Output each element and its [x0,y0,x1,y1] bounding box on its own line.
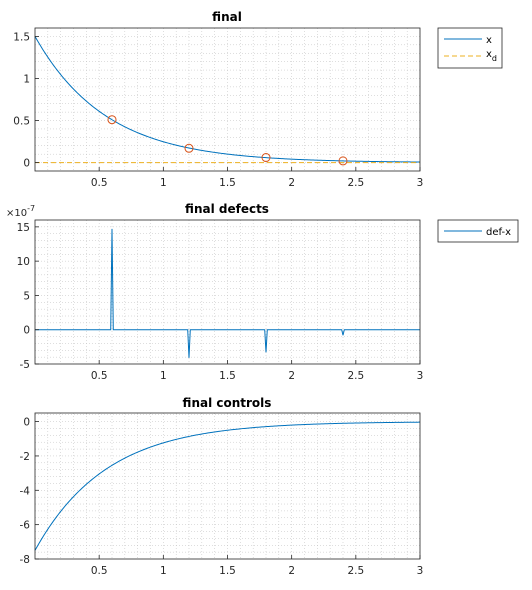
y-tick-label: 0 [23,158,30,170]
legend-label-xd-base: x [486,49,492,60]
y-tick-label: 1.5 [13,31,30,43]
x-ticks: 0.5 1 1.5 2 2.5 3 [91,167,424,189]
x-tick-label: 2.5 [347,370,364,382]
x-tick-label: 0.5 [91,565,108,577]
x-ticks: 0.5 1 1.5 2 2.5 3 [91,360,424,382]
plot-controls: final controls 0.5 1 1.5 2 2.5 3 -8 -6 -4 -2 0 [20,396,424,577]
x-tick-label: 0.5 [91,370,108,382]
series-line-def-x [35,228,420,358]
series-line-x [34,36,421,163]
x-tick-label: 1 [160,177,167,189]
legend-defects: def-x [437,219,519,243]
node-marker [184,143,194,153]
x-tick-label: 1 [160,565,167,577]
y-tick-label: 0.5 [13,116,30,128]
series-group [34,421,421,551]
y-exponent-power: -7 [27,204,35,213]
x-tick-label: 0.5 [91,177,108,189]
y-exponent-base: ×10 [6,208,27,219]
legend-label-xd: xd [486,49,497,63]
x-tick-label: 1.5 [219,177,236,189]
legend-label-x: x [486,35,492,46]
y-tick-label: -2 [20,451,30,463]
y-exponent: ×10-7 [6,204,35,219]
y-ticks: 0 0.5 1 1.5 [13,31,39,170]
legend-label-defx: def-x [486,227,511,238]
grid [35,413,420,559]
x-ticks: 0.5 1 1.5 2 2.5 3 [91,555,424,577]
x-tick-label: 3 [417,370,424,382]
y-tick-label: 10 [17,256,30,268]
y-tick-label: -8 [20,554,30,566]
x-tick-label: 1.5 [219,565,236,577]
legend-label-xd-sub: d [492,54,497,63]
y-tick-label: 5 [23,290,30,302]
node-marker [261,153,271,163]
x-tick-label: 2 [288,565,295,577]
x-tick-label: 1.5 [219,370,236,382]
y-ticks: -5 0 5 10 15 [17,222,39,371]
series-group [35,228,420,358]
y-tick-label: -6 [20,520,31,532]
series-group [34,36,421,166]
series-line-u [34,421,421,551]
plot-final: final 0.5 1 1.5 2 2.5 3 0 0.5 1 1.5 [13,10,423,189]
y-tick-label: -5 [20,359,30,371]
x-tick-label: 1 [160,370,167,382]
x-tick-label: 2.5 [347,565,364,577]
x-tick-label: 2 [288,177,295,189]
y-ticks: -8 -6 -4 -2 0 [20,417,39,566]
y-tick-label: 1 [23,73,30,85]
y-tick-label: -4 [20,485,31,497]
y-tick-label: 0 [23,417,30,429]
legend-box [437,27,503,69]
x-tick-label: 3 [417,177,424,189]
x-tick-label: 2.5 [347,177,364,189]
y-tick-label: 15 [17,222,30,234]
x-tick-label: 3 [417,565,424,577]
plot-title: final controls [183,396,272,410]
plot-defects: final defects ×10-7 0.5 1 1.5 2 2.5 3 -5 0 5 10 1… [6,202,423,382]
y-tick-label: 0 [23,325,30,337]
node-marker [107,115,117,125]
x-tick-label: 2 [288,370,295,382]
node-marker [338,156,348,166]
legend-final: x xd [437,27,503,69]
plot-title: final [212,10,242,24]
plot-title: final defects [185,202,269,216]
